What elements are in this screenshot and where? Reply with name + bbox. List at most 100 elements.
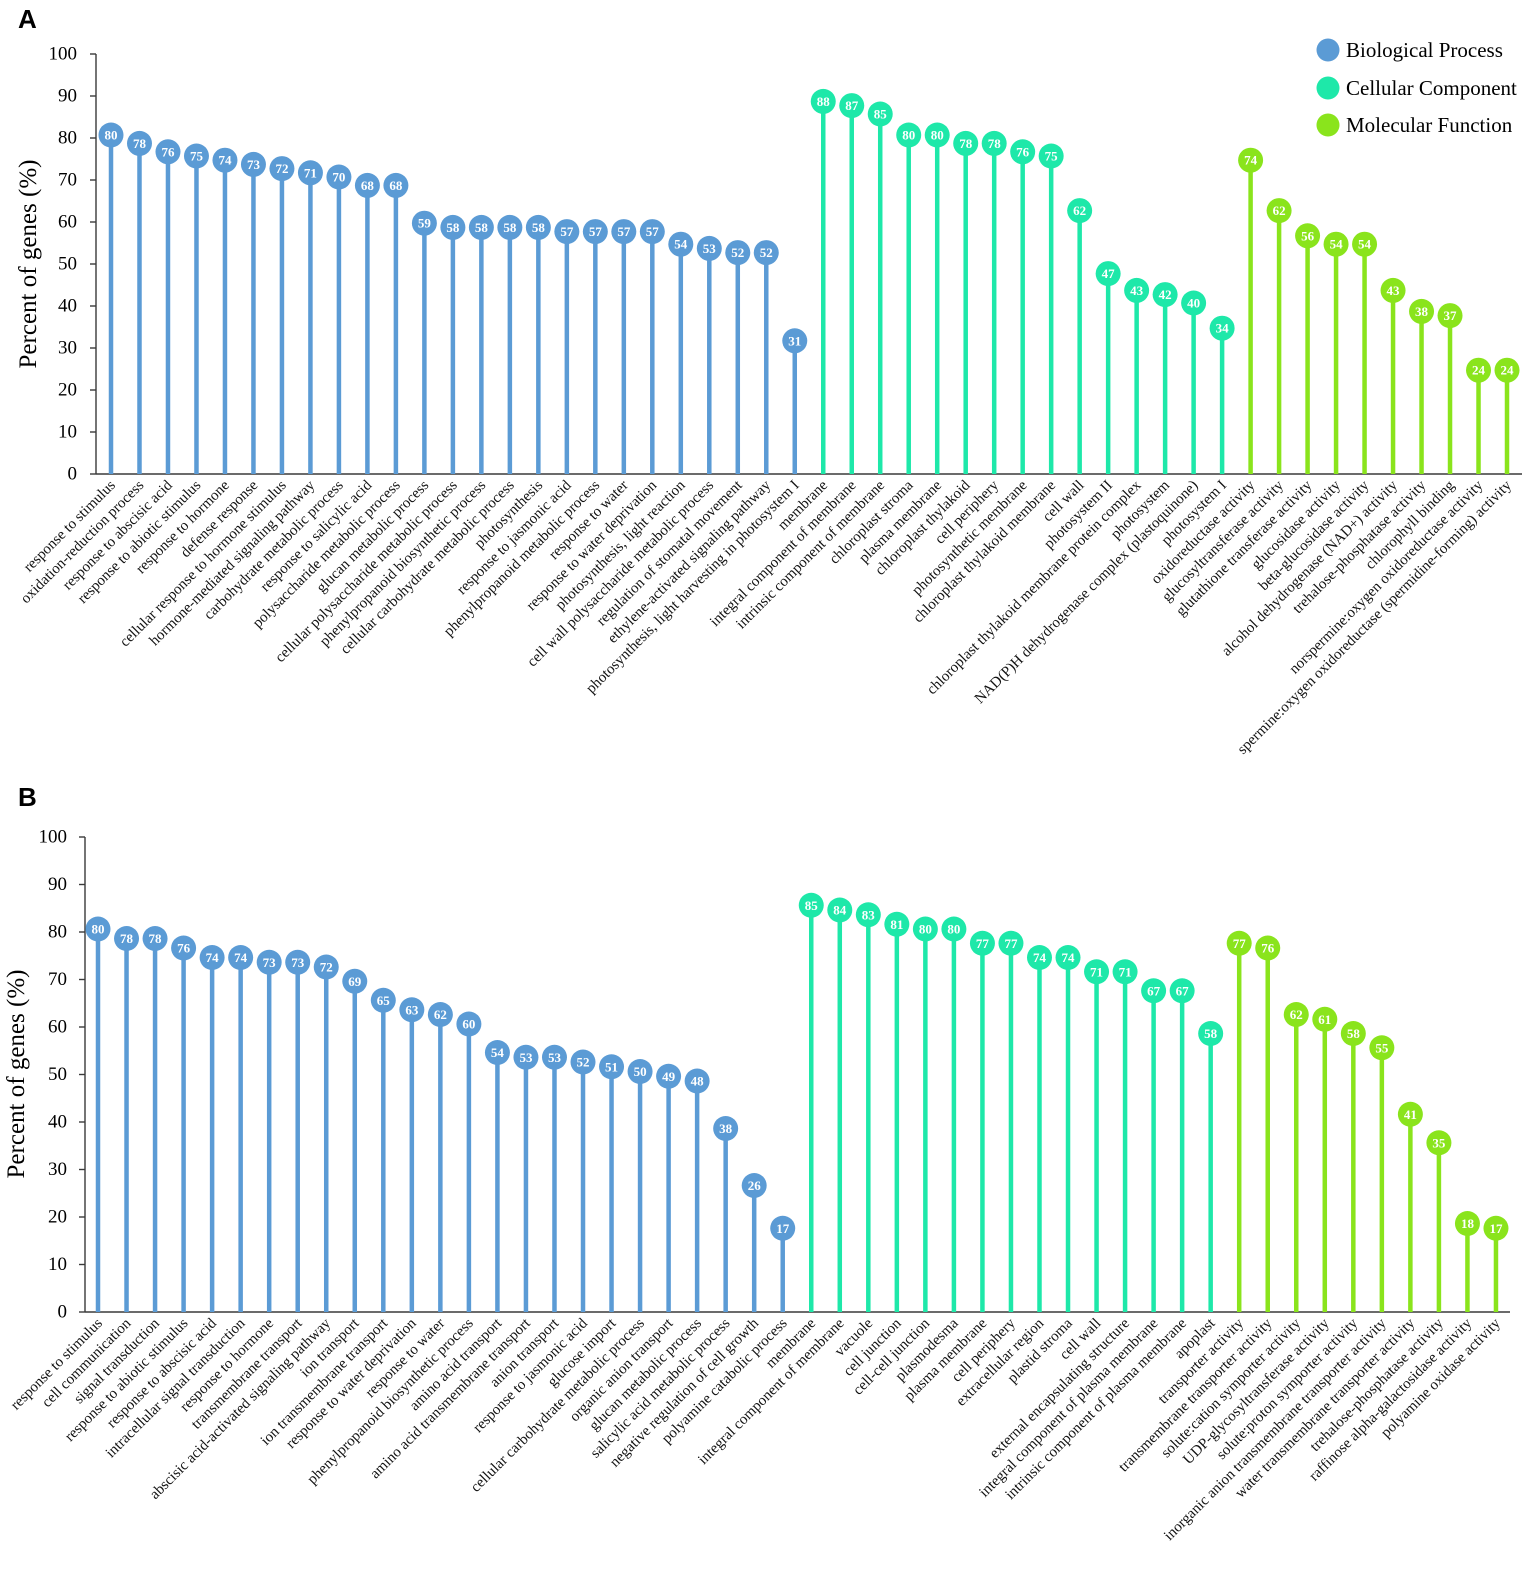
bar-value-label: 80 [902,128,915,143]
bar-marker [269,156,295,182]
bar-marker [855,902,881,928]
bar-value-label: 74 [206,950,220,965]
bar-value-label: 77 [1004,936,1018,951]
bar-value-label: 69 [348,974,362,989]
bar-value-label: 72 [320,960,333,975]
bar-value-label: 57 [617,224,631,239]
bar-marker [468,214,494,240]
bar-value-label: 78 [133,136,147,151]
bar-value-label: 53 [519,1050,533,1065]
bar-marker [85,916,111,942]
bar-value-label: 24 [1501,363,1515,378]
legend-item: Molecular Function [1316,113,1513,137]
bar-marker [342,968,368,994]
bar-value-label: 60 [462,1017,475,1032]
bar-value-label: 67 [1176,983,1190,998]
panel-label: A [18,4,37,34]
legend-item: Cellular Component [1316,76,1517,100]
legend-label: Cellular Component [1346,76,1517,100]
y-tick-label: 0 [68,464,78,485]
bar-marker [782,328,808,354]
bar-value-label: 59 [418,216,432,231]
legend-marker [1316,113,1340,137]
bar-value-label: 58 [475,220,489,235]
y-tick-label: 80 [48,922,67,943]
bar-marker [1152,282,1178,308]
bar-marker [1226,930,1252,956]
bar-marker [440,214,466,240]
bar-value-label: 76 [1016,144,1030,159]
bar-value-label: 52 [731,245,744,260]
y-tick-label: 0 [58,1302,68,1323]
y-tick-label: 40 [48,1112,67,1133]
panel-b: B Percent of genes (%) 0 10 20 30 40 50 60 70 80… [3,782,1510,1544]
bar-marker [1340,1021,1366,1046]
bar-marker [126,130,152,156]
bar-marker [1494,357,1520,383]
bar-marker [313,954,339,980]
bar-value-label: 18 [1461,1216,1475,1231]
y-tick-label: 70 [48,969,67,990]
bar-marker [941,916,967,942]
y-tick-label: 60 [48,1017,67,1038]
bar-value-label: 65 [377,993,391,1008]
bar-marker [798,892,824,918]
bar-value-label: 58 [446,220,460,235]
bar-marker [725,240,751,266]
y-tick-label: 50 [48,1064,67,1085]
bar-marker [525,214,551,240]
bar-marker [611,219,637,245]
bar-value-label: 54 [674,237,688,252]
bar-marker [953,130,979,156]
bar-marker [770,1215,796,1241]
bar-marker [212,147,238,173]
bar-marker [1095,261,1121,287]
bar-value-label: 56 [1301,228,1315,243]
y-axis-title: Percent of genes (%) [15,160,42,369]
bar-value-label: 52 [577,1055,590,1070]
y-tick-label: 30 [58,338,77,359]
bar-marker [896,122,922,148]
bar-value-label: 53 [548,1050,562,1065]
bar-marker [1283,1002,1309,1027]
bar-value-label: 63 [405,1002,419,1017]
bar-value-label: 74 [218,153,232,168]
bar-marker [1312,1006,1338,1032]
bar-value-label: 78 [149,931,163,946]
bar-marker [554,219,580,245]
y-tick-label: 10 [58,422,77,443]
bar-value-label: 57 [589,224,603,239]
y-tick-label: 90 [48,874,67,895]
bar-value-label: 73 [263,955,277,970]
bar-marker [1369,1035,1395,1061]
bar-marker [171,935,197,961]
legend-item: Biological Process [1316,38,1503,62]
bar-marker [541,1044,567,1070]
legend-label: Biological Process [1346,38,1503,62]
y-tick-label: 10 [48,1254,67,1275]
bar-marker [1238,147,1264,173]
bar-marker [228,945,254,970]
bar-value-label: 54 [1358,237,1372,252]
bar-marker [1437,303,1463,329]
bar-marker [370,987,396,1013]
bar-value-label: 43 [1130,283,1144,298]
bar-value-label: 31 [788,333,801,348]
bar-marker [981,130,1007,156]
bar-value-label: 74 [234,950,248,965]
legend-marker [1316,76,1340,100]
y-tick-label: 90 [58,86,77,107]
bar-marker [199,945,225,970]
bar-marker [183,143,209,169]
bar-value-label: 74 [1033,950,1047,965]
bar-value-label: 50 [634,1064,647,1079]
bar-value-label: 83 [862,907,876,922]
y-tick-label: 20 [58,380,77,401]
bar-marker [1209,315,1235,341]
y-tick-label: 100 [49,44,78,65]
y-tick-label: 80 [58,128,77,149]
bar-value-label: 76 [161,144,175,159]
bar-value-label: 62 [1290,1007,1303,1022]
bar-marker [1198,1021,1224,1046]
bar-marker [1038,143,1064,169]
